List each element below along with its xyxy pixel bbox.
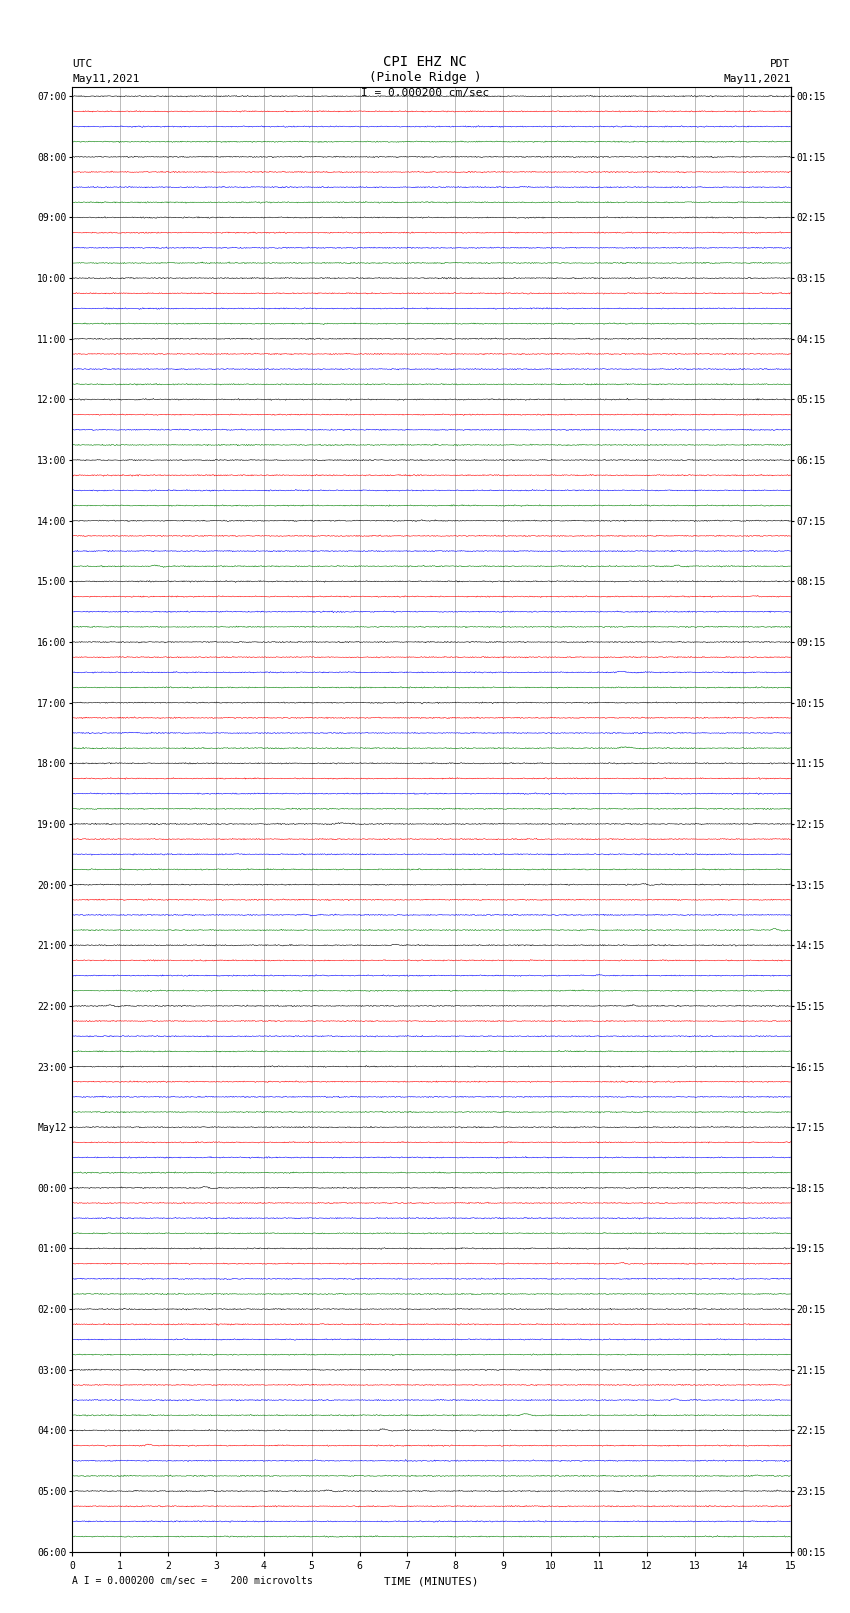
Text: May11,2021: May11,2021: [72, 74, 139, 84]
Text: PDT: PDT: [770, 60, 790, 69]
Text: A I = 0.000200 cm/sec =    200 microvolts: A I = 0.000200 cm/sec = 200 microvolts: [72, 1576, 313, 1586]
Text: (Pinole Ridge ): (Pinole Ridge ): [369, 71, 481, 84]
Text: I = 0.000200 cm/sec: I = 0.000200 cm/sec: [361, 89, 489, 98]
Text: CPI EHZ NC: CPI EHZ NC: [383, 55, 467, 69]
Text: UTC: UTC: [72, 60, 93, 69]
Text: May11,2021: May11,2021: [723, 74, 791, 84]
X-axis label: TIME (MINUTES): TIME (MINUTES): [384, 1576, 479, 1586]
